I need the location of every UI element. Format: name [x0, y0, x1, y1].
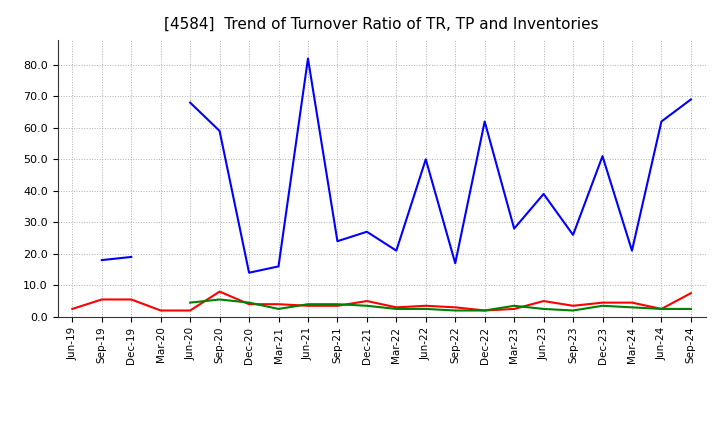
- Trade Payables: [657, 119, 666, 124]
- Inventories: [569, 308, 577, 313]
- Trade Payables: [687, 97, 696, 102]
- Line: Trade Payables: Trade Payables: [102, 59, 691, 273]
- Trade Receivables: [156, 308, 165, 313]
- Inventories: [539, 306, 548, 312]
- Trade Receivables: [421, 303, 430, 308]
- Trade Receivables: [657, 306, 666, 312]
- Trade Payables: [304, 56, 312, 61]
- Trade Payables: [480, 119, 489, 124]
- Trade Receivables: [598, 300, 607, 305]
- Inventories: [186, 300, 194, 305]
- Inventories: [333, 301, 342, 307]
- Title: [4584]  Trend of Turnover Ratio of TR, TP and Inventories: [4584] Trend of Turnover Ratio of TR, TP…: [164, 16, 599, 32]
- Trade Payables: [421, 157, 430, 162]
- Trade Payables: [274, 264, 283, 269]
- Trade Payables: [451, 260, 459, 266]
- Inventories: [363, 303, 372, 308]
- Trade Payables: [539, 191, 548, 197]
- Inventories: [127, 286, 135, 291]
- Trade Payables: [186, 100, 194, 105]
- Trade Payables: [569, 232, 577, 238]
- Trade Payables: [598, 154, 607, 159]
- Trade Payables: [363, 229, 372, 235]
- Inventories: [215, 297, 224, 302]
- Trade Receivables: [628, 300, 636, 305]
- Trade Receivables: [392, 305, 400, 310]
- Trade Receivables: [304, 303, 312, 308]
- Inventories: [598, 303, 607, 308]
- Inventories: [687, 306, 696, 312]
- Trade Receivables: [274, 301, 283, 307]
- Trade Receivables: [245, 301, 253, 307]
- Inventories: [480, 308, 489, 313]
- Trade Receivables: [215, 289, 224, 294]
- Trade Payables: [628, 248, 636, 253]
- Trade Receivables: [687, 290, 696, 296]
- Trade Payables: [97, 257, 106, 263]
- Trade Receivables: [510, 306, 518, 312]
- Trade Receivables: [333, 303, 342, 308]
- Trade Payables: [215, 128, 224, 134]
- Line: Inventories: Inventories: [131, 289, 691, 311]
- Inventories: [274, 306, 283, 312]
- Inventories: [304, 301, 312, 307]
- Line: Trade Receivables: Trade Receivables: [72, 292, 691, 311]
- Inventories: [510, 303, 518, 308]
- Inventories: [657, 306, 666, 312]
- Trade Receivables: [539, 298, 548, 304]
- Trade Receivables: [186, 308, 194, 313]
- Trade Receivables: [480, 308, 489, 313]
- Inventories: [421, 306, 430, 312]
- Trade Receivables: [451, 305, 459, 310]
- Inventories: [451, 308, 459, 313]
- Trade Receivables: [363, 298, 372, 304]
- Trade Receivables: [97, 297, 106, 302]
- Trade Receivables: [68, 306, 76, 312]
- Inventories: [245, 300, 253, 305]
- Inventories: [392, 306, 400, 312]
- Trade Receivables: [569, 303, 577, 308]
- Trade Payables: [510, 226, 518, 231]
- Trade Receivables: [127, 297, 135, 302]
- Trade Payables: [333, 238, 342, 244]
- Trade Payables: [392, 248, 400, 253]
- Trade Payables: [245, 270, 253, 275]
- Trade Payables: [127, 254, 135, 260]
- Inventories: [628, 305, 636, 310]
